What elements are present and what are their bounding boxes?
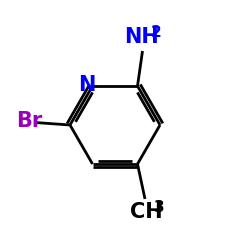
Text: CH: CH — [130, 202, 162, 222]
Text: N: N — [78, 75, 96, 95]
Text: Br: Br — [16, 111, 42, 131]
Text: 3: 3 — [154, 200, 165, 215]
Text: 2: 2 — [151, 25, 162, 40]
Text: NH: NH — [124, 27, 159, 47]
